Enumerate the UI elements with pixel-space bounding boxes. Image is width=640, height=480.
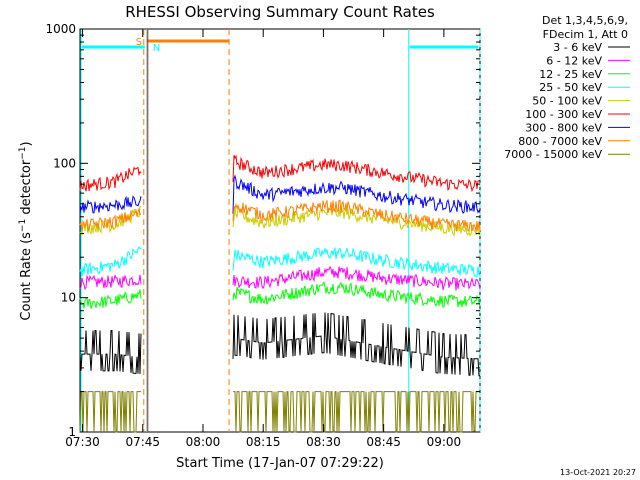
series-12-25-kev-segment-1 <box>232 280 481 308</box>
y-axis-label-exp1: −1 <box>18 219 28 232</box>
y-tick-label-1: 10 <box>61 291 76 305</box>
legend-header-line-2: FDecim 1, Att 0 <box>543 28 628 41</box>
x-axis-label: Start Time (17-Jan-07 07:29:22) <box>176 456 384 471</box>
y-axis-label-end: ) <box>19 141 34 146</box>
event-markers: SN <box>136 29 230 432</box>
series-25-50-kev-segment-0 <box>79 246 141 277</box>
legend-label-100-300-kev: 100 - 300 keV <box>525 108 602 121</box>
series-100-300-kev-segment-0 <box>79 166 142 192</box>
legend-label-50-100-kev: 50 - 100 keV <box>532 95 602 108</box>
y-axis-label-main: Count Rate (s <box>19 232 34 321</box>
legend-label-7000-15000-kev: 7000 - 15000 keV <box>504 148 602 161</box>
series-300-800-kev-segment-0 <box>79 195 142 214</box>
x-tick-label-5: 08:45 <box>366 435 401 449</box>
y-axis-label-mid: detector <box>19 159 34 219</box>
night-label: N <box>153 43 160 54</box>
legend-label-3-6-kev: 3 - 6 keV <box>553 41 602 54</box>
x-axis-ticks: 07:30 07:45 08:00 08:15 08:30 08:45 09:00 <box>65 29 461 449</box>
chart-title: RHESSI Observing Summary Count Rates <box>125 3 435 21</box>
x-tick-label-3: 08:15 <box>246 435 281 449</box>
series-layer <box>79 154 481 433</box>
x-tick-label-2: 08:00 <box>186 435 221 449</box>
series-12-25-kev-segment-0 <box>79 289 142 309</box>
legend-label-12-25-kev: 12 - 25 keV <box>539 68 602 81</box>
night-markers <box>80 29 481 432</box>
series-800-7000-kev-segment-0 <box>79 208 142 233</box>
y-axis-label: Count Rate (s−1 detector−1) <box>18 141 34 320</box>
legend-label-800-7000-kev: 800 - 7000 keV <box>518 135 602 148</box>
series-6-12-kev-segment-0 <box>79 274 142 291</box>
series-3-6-kev-segment-1 <box>232 312 480 377</box>
y-tick-label-3: 1000 <box>45 22 76 36</box>
y-axis-ticks: 1 10 100 1000 <box>45 22 480 439</box>
plot-timestamp: 13-Oct-2021 20:27 <box>560 468 636 477</box>
series-50-100-kev-segment-0 <box>79 205 142 236</box>
series-100-300-kev-segment-1 <box>232 154 481 193</box>
legend-label-300-800-kev: 300 - 800 keV <box>525 121 602 134</box>
series-7000-15000-kev-segment-0 <box>79 391 141 433</box>
legend: Det 1,3,4,5,6,9, FDecim 1, Att 0 3 - 6 k… <box>504 14 630 161</box>
series-7000-15000-kev-segment-1 <box>233 391 480 433</box>
series-6-12-kev-segment-1 <box>232 265 481 291</box>
legend-header-line-1: Det 1,3,4,5,6,9, <box>542 14 628 27</box>
series-300-800-kev-segment-1 <box>232 174 481 214</box>
x-tick-label-4: 08:30 <box>306 435 341 449</box>
y-tick-label-0: 1 <box>68 425 76 439</box>
legend-label-6-12-kev: 6 - 12 keV <box>546 54 602 67</box>
x-tick-label-0: 07:30 <box>65 435 100 449</box>
series-50-100-kev-segment-1 <box>232 206 481 237</box>
series-800-7000-kev-segment-1 <box>232 199 481 232</box>
saa-label: S <box>136 37 142 48</box>
y-tick-label-2: 100 <box>53 156 76 170</box>
y-axis-label-exp2: −1 <box>18 146 28 159</box>
series-25-50-kev-segment-1 <box>232 246 481 278</box>
x-tick-label-1: 07:45 <box>125 435 160 449</box>
series-3-6-kev-segment-0 <box>79 330 142 375</box>
legend-label-25-50-kev: 25 - 50 keV <box>539 81 602 94</box>
x-tick-label-6: 09:00 <box>427 435 462 449</box>
